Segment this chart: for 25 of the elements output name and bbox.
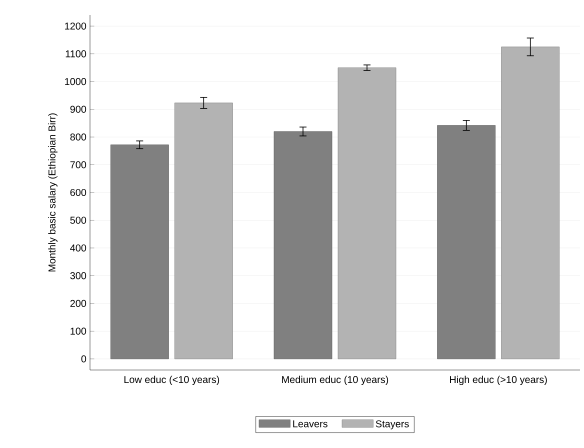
y-tick-label: 0 [81,355,86,362]
y-tick-label: 300 [70,272,86,280]
y-tick-label: 600 [70,188,86,196]
x-tick-label: Medium educ (10 years) [282,376,388,386]
y-tick-label: 1100 [66,50,86,58]
legend-label: Leavers [293,420,328,428]
legend-label: Stayers [376,420,409,430]
x-tick-label: Low educ (<10 years) [124,376,220,386]
bar [174,102,233,360]
y-tick-label: 400 [70,244,86,252]
bar [110,144,169,360]
bar [338,67,396,360]
y-tick-label: 1200 [65,22,86,30]
x-tick-label: High educ (>10 years) [450,376,547,386]
y-tick-label: 800 [70,134,86,141]
y-tick-label: 100 [70,328,86,335]
y-axis-title: Monthly basic salary (Ethiopian Birr) [48,113,58,272]
y-tick-label: 1000 [65,78,86,86]
y-tick-label: 200 [70,300,86,307]
bar [501,46,560,360]
y-tick-label: 500 [70,216,86,224]
y-tick-label: 900 [70,106,86,113]
y-tick-label: 700 [70,161,86,168]
bar [437,125,496,360]
bar [274,131,332,360]
